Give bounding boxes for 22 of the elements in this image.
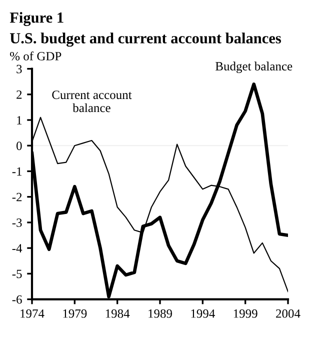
y-tick-label: 3 (16, 64, 22, 74)
y-tick-label: -6 (12, 295, 22, 304)
y-tick-label: -5 (12, 270, 22, 278)
y-tick-label: 0 (16, 142, 22, 150)
x-tick-label: 1994 (191, 309, 215, 318)
x-tick-label: 1974 (20, 309, 44, 318)
x-tick-label: 1989 (148, 309, 172, 318)
series-label: Current account balance (52, 90, 132, 112)
chart-subtitle: U.S. budget and current account balances (10, 32, 282, 47)
y-tick-label: -2 (12, 192, 22, 202)
x-tick-label: 1984 (106, 309, 130, 318)
series-label: Budget balance (216, 62, 292, 74)
y-tick-label: -1 (12, 167, 22, 176)
y-tick-label: -3 (12, 218, 22, 227)
y-tick-label: -4 (12, 244, 22, 252)
y-tick-label: 2 (16, 90, 22, 99)
chart-title: Figure 1 (10, 12, 64, 26)
x-tick-label: 2004 (276, 309, 300, 318)
x-tick-label: 1999 (234, 309, 258, 318)
y-axis-title: % of GDP (10, 51, 62, 60)
x-tick-label: 1979 (63, 309, 87, 318)
y-tick-label: 1 (17, 116, 22, 124)
